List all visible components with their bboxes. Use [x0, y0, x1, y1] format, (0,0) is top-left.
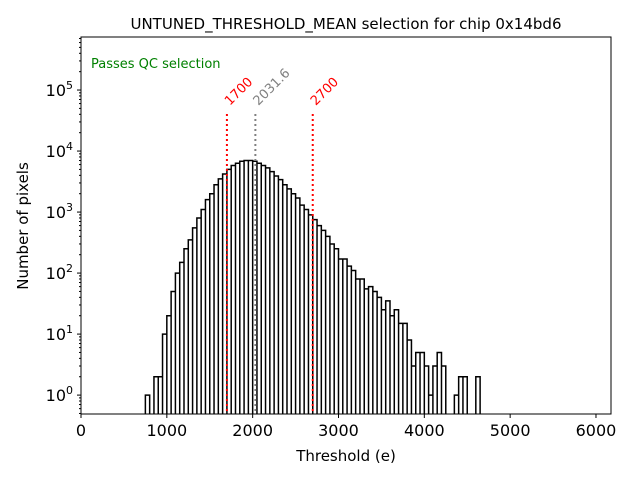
qc-annotation: Passes QC selection — [91, 57, 221, 72]
threshold-label: 1700 — [222, 75, 256, 109]
y-tick-label: 102 — [46, 262, 73, 283]
axes-frame — [80, 36, 612, 415]
x-tick-label: 0 — [76, 421, 86, 440]
threshold-label: 2700 — [308, 75, 342, 109]
y-tick-label: 105 — [46, 79, 73, 100]
y-tick-label: 103 — [46, 201, 73, 222]
y-tick-label: 104 — [46, 140, 73, 161]
chart-title: UNTUNED_THRESHOLD_MEAN selection for chi… — [130, 15, 561, 34]
y-axis-label: Number of pixels — [14, 162, 32, 290]
x-tick-label: 3000 — [318, 421, 359, 440]
x-tick-label: 5000 — [490, 421, 531, 440]
y-tick-label: 101 — [46, 323, 73, 344]
x-axis-label: Threshold (e) — [295, 447, 396, 465]
threshold-label: 2031.6 — [251, 66, 294, 109]
x-tick-label: 2000 — [232, 421, 273, 440]
x-tick-label: 4000 — [404, 421, 445, 440]
x-tick-label: 6000 — [576, 421, 617, 440]
x-tick-label: 1000 — [146, 421, 187, 440]
histogram-steps — [144, 159, 481, 414]
y-tick-label: 100 — [46, 384, 73, 405]
